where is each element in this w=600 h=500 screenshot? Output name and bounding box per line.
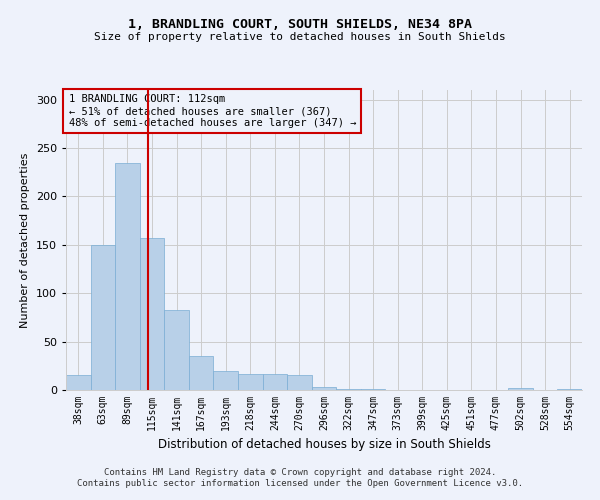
Bar	[287, 376, 312, 390]
Bar	[238, 374, 263, 390]
Bar	[336, 389, 361, 390]
X-axis label: Distribution of detached houses by size in South Shields: Distribution of detached houses by size …	[158, 438, 490, 452]
Bar	[140, 238, 164, 390]
Bar	[115, 162, 140, 390]
Y-axis label: Number of detached properties: Number of detached properties	[20, 152, 30, 328]
Bar	[557, 389, 582, 390]
Bar	[263, 374, 287, 390]
Bar	[508, 388, 533, 390]
Text: Contains HM Land Registry data © Crown copyright and database right 2024.
Contai: Contains HM Land Registry data © Crown c…	[77, 468, 523, 487]
Bar	[214, 370, 238, 390]
Bar	[164, 310, 189, 390]
Text: 1, BRANDLING COURT, SOUTH SHIELDS, NE34 8PA: 1, BRANDLING COURT, SOUTH SHIELDS, NE34 …	[128, 18, 472, 30]
Text: 1 BRANDLING COURT: 112sqm
← 51% of detached houses are smaller (367)
48% of semi: 1 BRANDLING COURT: 112sqm ← 51% of detac…	[68, 94, 356, 128]
Text: Size of property relative to detached houses in South Shields: Size of property relative to detached ho…	[94, 32, 506, 42]
Bar	[91, 245, 115, 390]
Bar	[66, 376, 91, 390]
Bar	[312, 387, 336, 390]
Bar	[361, 389, 385, 390]
Bar	[189, 356, 214, 390]
